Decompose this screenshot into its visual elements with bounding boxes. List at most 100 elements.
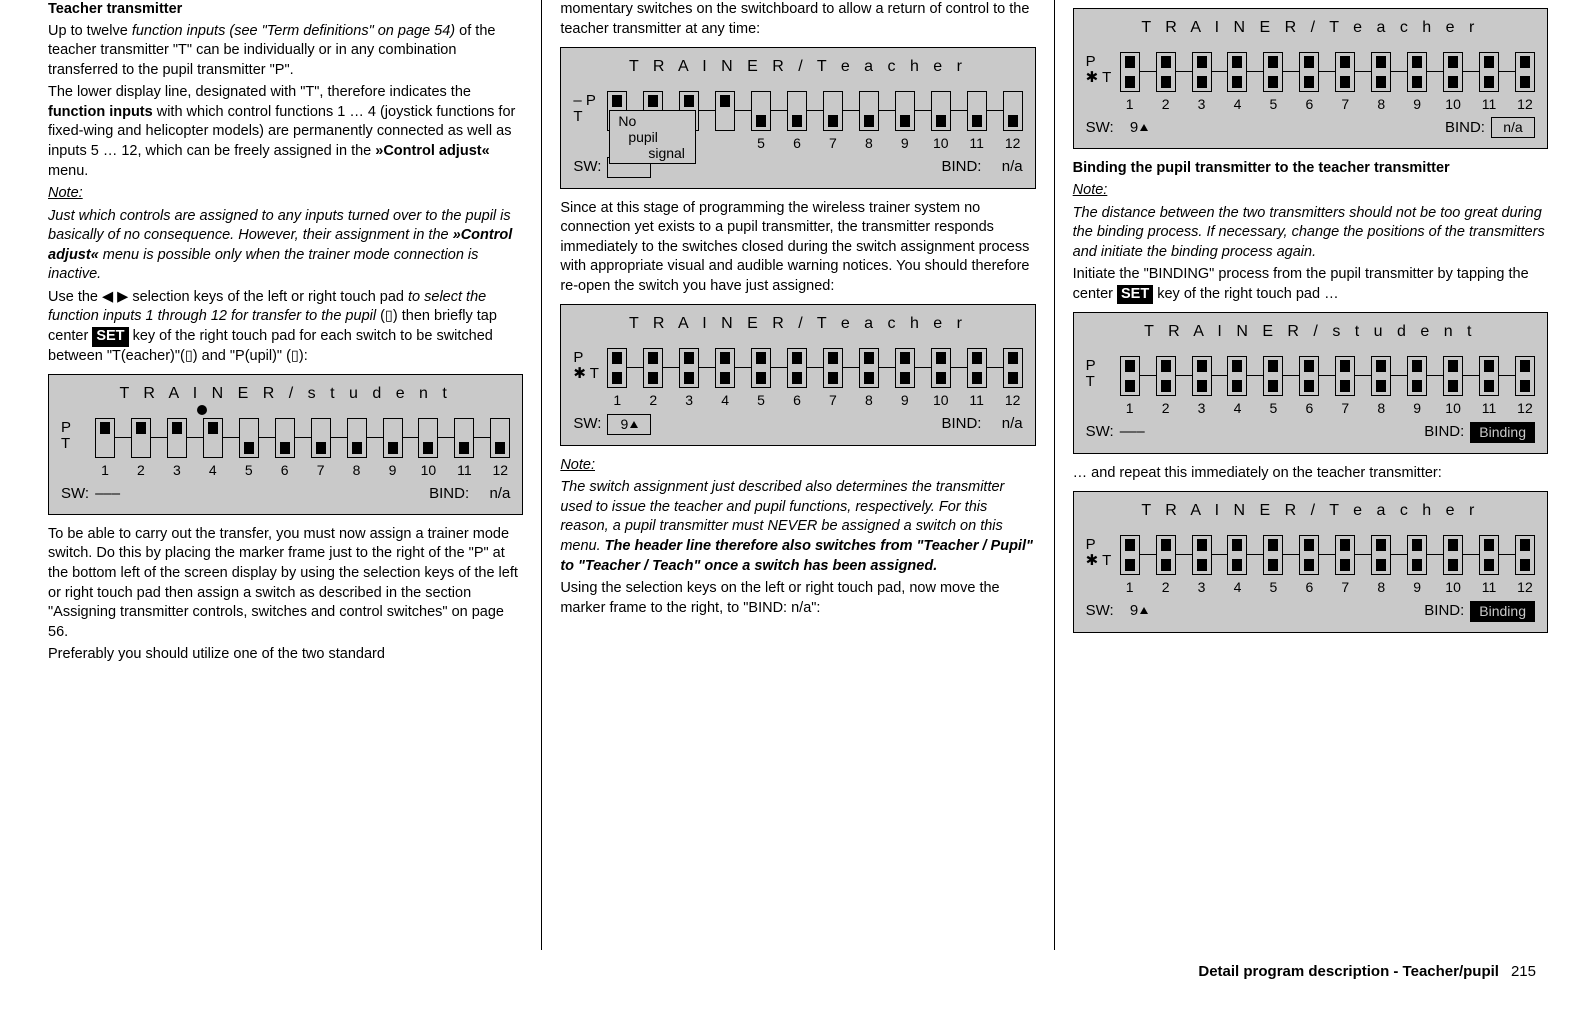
channel-number: 10 <box>1443 578 1463 597</box>
channel-number: 10 <box>1443 399 1463 418</box>
channel-slot <box>1515 356 1535 396</box>
channel-number: 3 <box>1192 578 1212 597</box>
bind-value-box: Binding <box>1470 601 1535 622</box>
text-italic: function inputs (see "Term definitions" … <box>132 23 455 39</box>
lcd-display-6: T R A I N E R / T e a c h e r P ✱ T 1234… <box>1073 491 1548 632</box>
channel-slots-1 <box>95 416 510 459</box>
channel-slots-3 <box>607 346 1022 389</box>
channel-number: 3 <box>1192 399 1212 418</box>
channel-slot <box>787 348 807 388</box>
channel-number: 5 <box>1263 399 1283 418</box>
channel-slot <box>1263 356 1283 396</box>
col2-p1: momentary switches on the switchboard to… <box>560 0 1035 39</box>
channel-slot <box>1299 535 1319 575</box>
channel-number: 6 <box>1299 578 1319 597</box>
note-label: Note: <box>560 456 1035 476</box>
channel-number: 1 <box>1120 578 1140 597</box>
sw-value: ––– <box>1120 422 1145 442</box>
text: Use the ◀ ▶ selection keys of the left o… <box>48 289 408 305</box>
channel-slot <box>275 418 295 458</box>
channel-number: 4 <box>1227 578 1247 597</box>
sw-value-box: 9 <box>607 414 651 435</box>
set-key: SET <box>1117 285 1153 305</box>
channel-number: 5 <box>1263 578 1283 597</box>
channel-number: 2 <box>643 391 663 410</box>
text-bold-italic: The header line therefore also switches … <box>560 538 1033 574</box>
channel-slot <box>967 348 987 388</box>
row-p-label: P <box>573 349 599 366</box>
channel-slot <box>311 418 331 458</box>
channel-number: 8 <box>1371 399 1391 418</box>
col1-p5: Preferably you should utilize one of the… <box>48 645 523 665</box>
channel-slot <box>1192 356 1212 396</box>
channel-slot <box>203 418 223 458</box>
footer-title: Detail program description - Teacher/pup… <box>1198 962 1499 982</box>
no-pupil-popup: No pupil signal <box>609 110 696 164</box>
channel-number: 4 <box>1227 399 1247 418</box>
channel-number: 5 <box>751 391 771 410</box>
text-bold: »Control adjust« <box>375 143 489 159</box>
bind-label: BIND: <box>1424 422 1464 442</box>
channel-slot <box>1479 535 1499 575</box>
column-3: T R A I N E R / T e a c h e r P ✱ T 1234… <box>1055 0 1566 950</box>
sw-label: SW: <box>573 414 601 434</box>
channel-number: 10 <box>418 461 438 480</box>
set-key: SET <box>92 327 128 347</box>
bind-value: n/a <box>489 484 510 504</box>
channel-slot <box>1335 356 1355 396</box>
col3-p2: … and repeat this immediately on the tea… <box>1073 464 1548 484</box>
channel-slot <box>1371 535 1391 575</box>
channel-number: 11 <box>1479 399 1499 418</box>
row-t-label: T <box>573 108 596 125</box>
channel-number: 1 <box>95 461 115 480</box>
channel-slot <box>1156 52 1176 92</box>
channel-slots-4 <box>1120 50 1535 93</box>
bind-value-box: Binding <box>1470 422 1535 443</box>
channel-slot <box>1443 52 1463 92</box>
channel-slot <box>643 348 663 388</box>
row-t-label: T <box>61 435 71 452</box>
bind-value: n/a <box>1002 157 1023 177</box>
row-t-label: ✱ T <box>573 365 599 382</box>
channel-number: 2 <box>1156 399 1176 418</box>
row-labels: – P T <box>573 92 596 125</box>
channel-slots-6 <box>1120 533 1535 576</box>
channel-number: 4 <box>715 391 735 410</box>
channel-number: 12 <box>1515 399 1535 418</box>
sw-value: 9 <box>1130 118 1148 138</box>
lcd-display-3: T R A I N E R / T e a c h e r P ✱ T 1234… <box>560 304 1035 445</box>
channel-slot <box>1156 356 1176 396</box>
channel-slot <box>1156 535 1176 575</box>
channel-number: 5 <box>239 461 259 480</box>
channel-slot <box>1120 535 1140 575</box>
channel-slot <box>1120 356 1140 396</box>
channel-slot <box>1371 52 1391 92</box>
row-labels: P T <box>61 419 71 452</box>
col1-p2: The lower display line, designated with … <box>48 83 523 181</box>
channel-slot <box>383 418 403 458</box>
channel-slot <box>1299 52 1319 92</box>
channel-slot <box>859 348 879 388</box>
text: The lower display line, designated with … <box>48 84 471 100</box>
text: key of the right touch pad … <box>1153 286 1338 302</box>
channel-slot <box>347 418 367 458</box>
row-p-label: P <box>1086 357 1096 374</box>
channel-slot <box>751 348 771 388</box>
lcd-title: T R A I N E R / T e a c h e r <box>1086 17 1535 39</box>
channel-number: 10 <box>1443 95 1463 114</box>
channel-number: 9 <box>383 461 403 480</box>
note-label: Note: <box>1073 181 1548 201</box>
channel-slot <box>490 418 510 458</box>
channel-number: 4 <box>203 461 223 480</box>
sw-value: ––– <box>95 484 120 504</box>
channel-number: 7 <box>311 461 331 480</box>
channel-slot <box>1443 535 1463 575</box>
channel-number: 8 <box>1371 95 1391 114</box>
bind-label: BIND: <box>429 484 469 504</box>
channel-slot <box>607 348 627 388</box>
channel-slot <box>1335 535 1355 575</box>
bind-label: BIND: <box>1424 601 1464 621</box>
channel-slot <box>454 418 474 458</box>
channel-slot <box>239 418 259 458</box>
channel-slot <box>967 91 987 131</box>
